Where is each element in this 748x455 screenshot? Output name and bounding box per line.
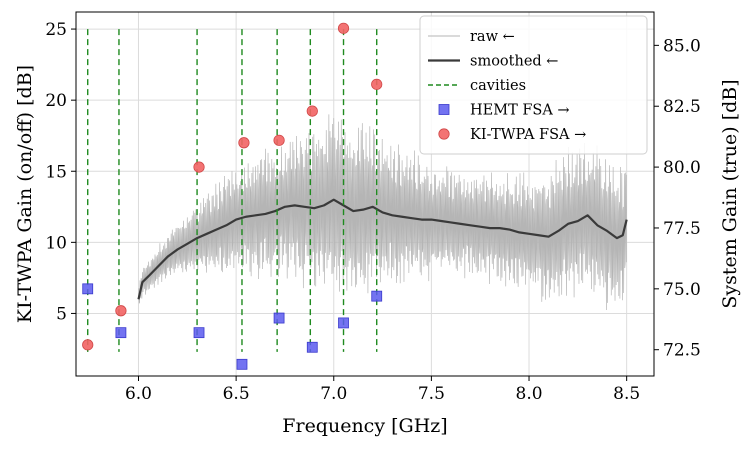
hemt-point <box>82 283 94 295</box>
ki-twpa-point <box>238 137 250 149</box>
x-tick-label: 8.0 <box>516 384 543 404</box>
y2-axis-label: System Gain (true) [dB] <box>719 79 741 308</box>
hemt-point <box>193 327 205 339</box>
ki-twpa-point <box>371 78 383 90</box>
legend-label: raw ← <box>470 29 515 45</box>
legend-label: smoothed ← <box>470 54 558 70</box>
ki-twpa-point <box>115 305 127 317</box>
y-axis-label: KI-TWPA Gain (on/off) [dB] <box>14 65 36 323</box>
hemt-point <box>338 317 349 329</box>
raw-trace <box>138 114 628 310</box>
smoothed-series <box>137 198 628 300</box>
x-tick-label: 6.0 <box>125 384 152 404</box>
ki-twpa-point <box>82 339 94 351</box>
y2-tick-label: 77.5 <box>663 219 701 239</box>
y2-tick-label: 80.0 <box>663 158 701 178</box>
x-tick-label: 8.5 <box>613 384 640 404</box>
ki-twpa-point <box>273 134 285 146</box>
ticks: 6.0 6.5 7.0 7.5 8.0 8.5 5 10 15 20 25 72.5 75.0 77.5 8… <box>45 20 701 404</box>
y-tick-label: 5 <box>56 304 67 324</box>
y2-tick-label: 75.0 <box>663 280 701 300</box>
cavity-lines <box>87 29 378 352</box>
y-tick-label: 20 <box>45 91 67 111</box>
legend-marker <box>438 128 450 140</box>
raw-series <box>138 114 628 310</box>
smoothed-line <box>137 198 628 300</box>
hemt-point <box>273 312 285 324</box>
y-tick-label: 10 <box>45 233 67 253</box>
hemt-point <box>371 290 383 302</box>
scatter-points <box>82 22 383 370</box>
legend-box <box>419 15 648 155</box>
x-tick-label: 6.5 <box>223 384 250 404</box>
legend-label: HEMT FSA → <box>470 103 570 119</box>
legend: raw ← smoothed ← cavities HEMT FSA → KI-TWPA… <box>419 15 648 155</box>
legend-label: cavities <box>470 78 526 94</box>
hemt-point <box>306 341 318 353</box>
y2-tick-label: 72.5 <box>663 341 701 361</box>
hemt-point <box>236 358 248 370</box>
y2-tick-label: 85.0 <box>663 36 701 56</box>
y2-tick-label: 82.5 <box>663 97 701 117</box>
plot-frame <box>75 11 655 377</box>
legend-label: KI-TWPA FSA → <box>470 127 586 143</box>
ki-twpa-point <box>193 161 205 173</box>
ki-twpa-point <box>306 105 318 117</box>
hemt-point <box>115 327 127 339</box>
legend-marker <box>438 104 450 115</box>
x-tick-label: 7.0 <box>320 384 347 404</box>
x-tick-label: 7.5 <box>418 384 445 404</box>
x-axis-label: Frequency [GHz] <box>282 415 447 437</box>
y-tick-label: 15 <box>45 162 67 182</box>
ki-twpa-point <box>337 22 350 34</box>
y-tick-label: 25 <box>45 20 67 40</box>
